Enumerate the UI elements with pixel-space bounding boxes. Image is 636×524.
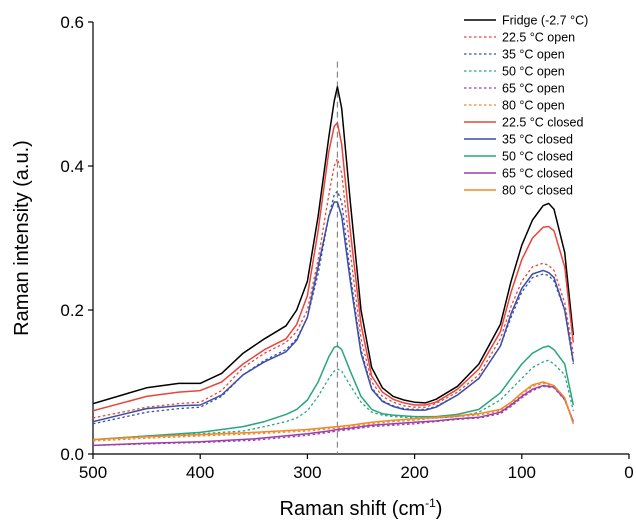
legend: Fridge (-2.7 °C) 22.5 °C open 35 °C open 50…	[464, 14, 588, 198]
legend-label: Fridge (-2.7 °C)	[502, 14, 588, 28]
y-ticks: 0.0 0.2 0.4 0.6	[60, 13, 93, 464]
x-tick-label: 300	[293, 463, 321, 482]
series-line-8	[93, 345, 575, 441]
series-line-1	[93, 158, 574, 419]
legend-label: 22.5 °C open	[502, 31, 575, 45]
x-tick-label: 200	[400, 463, 428, 482]
y-tick-label: 0.0	[60, 445, 84, 464]
series-line-2	[93, 190, 574, 425]
x-tick-label: 0	[624, 463, 633, 482]
y-axis-title: Raman intensity (a.u.)	[11, 140, 33, 336]
series-line-10	[93, 381, 575, 441]
x-tick-label: 400	[186, 463, 214, 482]
x-axis-title: Raman shift (cm-1)	[280, 496, 443, 520]
legend-label: 80 °C open	[502, 99, 565, 113]
series-line-0	[93, 86, 575, 405]
legend-label: 50 °C open	[502, 65, 565, 79]
x-ticks: 500 400 300 200 100 0	[79, 454, 634, 482]
x-tick-label: 500	[79, 463, 107, 482]
axes	[92, 22, 629, 455]
series-line-3	[93, 359, 574, 441]
x-tick-label: 100	[508, 463, 536, 482]
legend-label: 35 °C open	[502, 48, 565, 62]
y-tick-label: 0.6	[60, 13, 84, 32]
y-tick-label: 0.2	[60, 301, 84, 320]
y-tick-label: 0.4	[60, 157, 84, 176]
x-axis-title-main: Raman shift (cm	[280, 498, 426, 520]
legend-label: 80 °C closed	[502, 184, 573, 198]
legend-label: 35 °C closed	[502, 133, 573, 147]
series-line-9	[93, 384, 574, 447]
x-axis-title-sup: -1	[425, 496, 436, 510]
series-line-6	[93, 122, 575, 412]
x-axis-title-tail: )	[436, 498, 443, 520]
legend-label: 65 °C open	[502, 82, 565, 96]
series-line-7	[93, 201, 575, 423]
legend-label: 65 °C closed	[502, 167, 573, 181]
legend-label: 22.5 °C closed	[502, 116, 583, 130]
legend-label: 50 °C closed	[502, 150, 573, 164]
series-layer	[93, 86, 575, 447]
